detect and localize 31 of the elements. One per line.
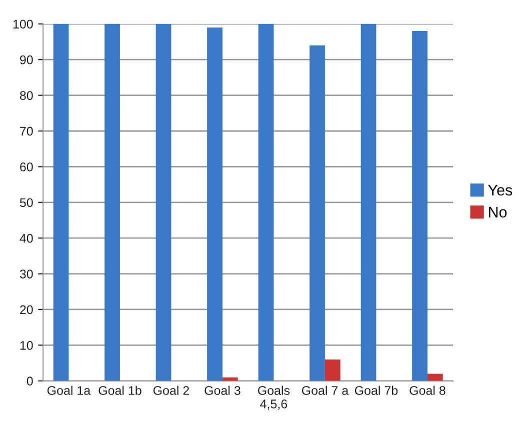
y-tick-label: 40	[20, 234, 33, 243]
bar	[156, 24, 172, 381]
x-tick-label: Goal 2	[153, 386, 189, 395]
y-tick-label: 100	[13, 20, 33, 29]
y-tick-label: 70	[20, 126, 33, 136]
bar	[412, 31, 428, 381]
x-tick-label: Goal 3	[204, 386, 240, 395]
x-tick-label: Goal 1b	[98, 386, 142, 395]
y-tick-label: 90	[20, 55, 33, 64]
bar	[324, 359, 340, 381]
x-tick-label: Goal 1a	[47, 386, 91, 395]
legend-label: Yes	[488, 184, 512, 196]
x-tick-label: Goals 4,5,6	[258, 386, 290, 410]
bar	[53, 24, 69, 381]
legend-label: No	[488, 206, 507, 218]
bar	[427, 374, 443, 381]
bar	[310, 45, 325, 381]
x-tick-label: Goal 7 a	[302, 386, 349, 395]
y-tick-label: 10	[20, 340, 33, 350]
y-tick-label: 60	[20, 162, 33, 172]
bar	[207, 27, 222, 381]
y-tick-label: 80	[20, 91, 33, 100]
y-tick-label: 50	[20, 198, 33, 208]
x-tick-label: Goal 8	[410, 386, 446, 395]
bar	[104, 24, 120, 381]
x-tick-label: Goal 7b	[354, 386, 398, 395]
bar	[258, 24, 274, 381]
y-tick-label: 30	[20, 270, 33, 278]
y-tick-label: 0	[26, 376, 33, 386]
bar	[360, 24, 376, 381]
y-tick-label: 20	[20, 305, 33, 314]
